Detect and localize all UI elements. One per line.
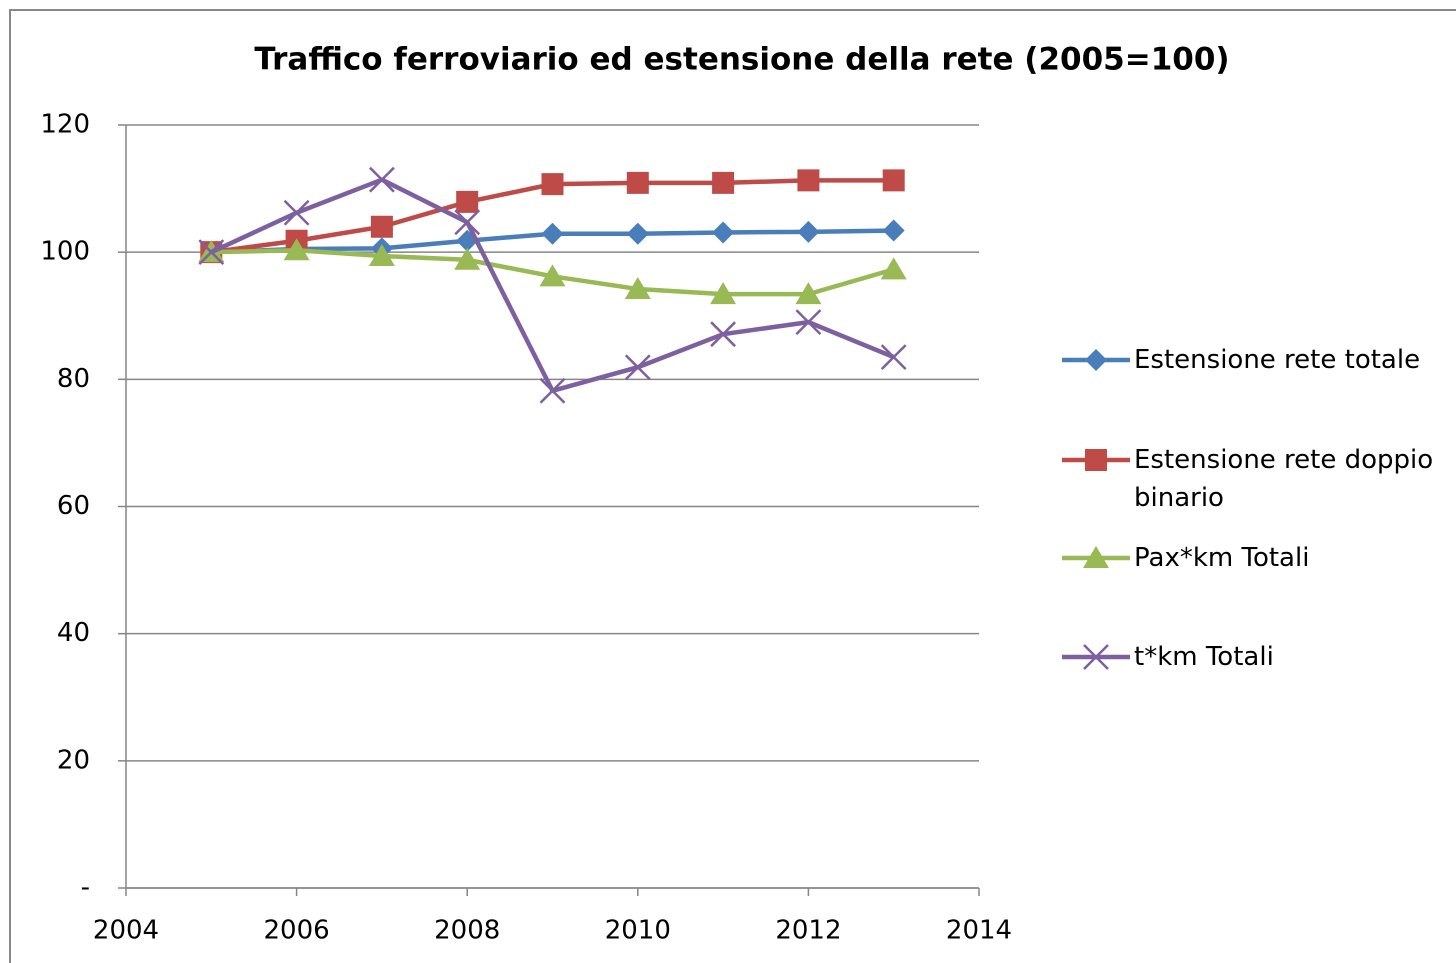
marker [626, 171, 649, 194]
marker [369, 166, 395, 193]
marker [539, 264, 566, 287]
marker [624, 354, 651, 381]
x-tick-label: 2012 [775, 916, 841, 946]
y-tick-label: 60 [57, 491, 90, 521]
x-tick-label: 2010 [605, 916, 671, 946]
marker [541, 222, 564, 245]
marker [454, 209, 481, 236]
marker [797, 169, 820, 192]
marker [710, 282, 737, 305]
y-tick-label: 20 [57, 745, 90, 775]
legend-label: Estensione rete totale [1134, 345, 1421, 375]
legend-label: Pax*km Totali [1134, 543, 1310, 573]
y-tick-label: - [81, 873, 90, 903]
y-tick-label: 40 [57, 618, 90, 648]
x-tick-label: 2014 [946, 916, 1012, 946]
marker [456, 190, 479, 213]
marker [1083, 546, 1109, 568]
x-tick-label: 2004 [93, 916, 159, 946]
marker [1083, 644, 1109, 670]
legend-label: t*km Totali [1134, 642, 1274, 672]
marker [712, 171, 735, 194]
y-tick-label: 100 [40, 237, 90, 267]
marker [370, 215, 393, 238]
marker [541, 173, 564, 196]
marker [624, 277, 651, 300]
y-tick-label: 80 [57, 364, 90, 394]
marker [882, 169, 905, 192]
marker [368, 243, 395, 266]
marker [1085, 349, 1107, 371]
x-tick-label: 2008 [434, 916, 500, 946]
marker [880, 257, 907, 280]
marker [710, 321, 736, 348]
marker [198, 239, 225, 266]
marker [795, 309, 822, 335]
marker [1085, 449, 1107, 471]
legend-label: Estensione rete doppio binario [1134, 445, 1434, 513]
x-tick-label: 2006 [264, 916, 330, 946]
marker [626, 222, 649, 245]
marker [882, 219, 905, 242]
chart-border [9, 9, 1456, 963]
marker [454, 247, 481, 270]
marker [539, 377, 566, 404]
y-tick-label: 120 [40, 110, 90, 140]
chart-title: Traffico ferroviario ed estensione della… [254, 42, 1229, 78]
marker [283, 238, 310, 261]
marker [880, 344, 907, 370]
marker [712, 221, 735, 244]
marker [795, 282, 822, 305]
marker [797, 220, 820, 243]
marker [283, 199, 310, 226]
